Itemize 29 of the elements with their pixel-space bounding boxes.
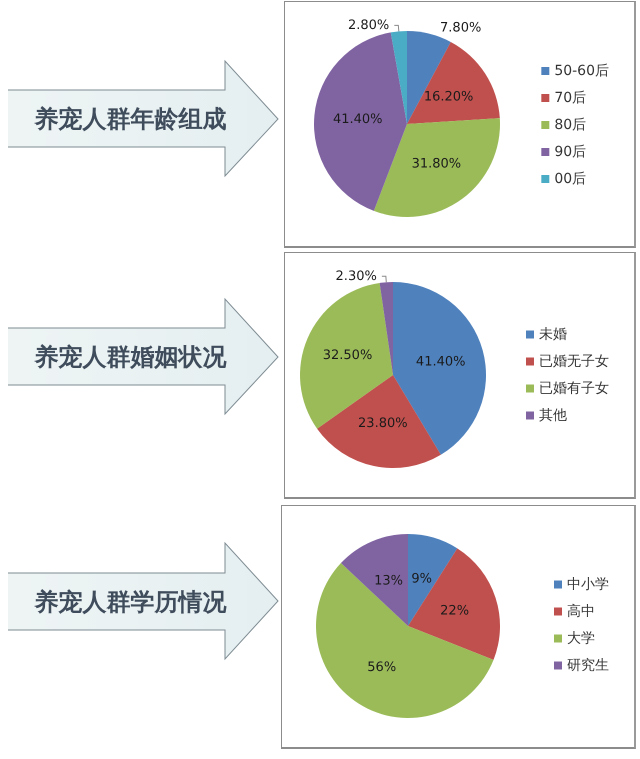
legend-label: 中小学 [567, 576, 609, 592]
data-label: 23.80% [358, 416, 408, 431]
data-label: 41.40% [332, 112, 383, 127]
legend-label: 已婚无子女 [539, 354, 609, 370]
data-label: 9% [411, 571, 432, 586]
data-label: 41.40% [416, 354, 466, 370]
text: 养宠人群婚姻状况 [33, 342, 228, 372]
legend-label: 已婚有子女 [539, 380, 609, 396]
legend-label: 00后 [554, 171, 586, 187]
legend-label: 70后 [554, 90, 586, 106]
legend-label: 高中 [567, 604, 595, 620]
legend-label: 其他 [539, 408, 567, 424]
data-label: 31.80% [412, 156, 462, 172]
data-label: 32.50% [322, 348, 372, 363]
legend-label: 研究生 [567, 658, 609, 674]
data-label: 56% [367, 660, 396, 675]
legend-label: 大学 [567, 630, 595, 646]
data-label: 13% [374, 574, 403, 589]
data-label: 22% [440, 603, 470, 618]
legend-label: 50-60后 [554, 63, 610, 79]
text: 养宠人群学历情况 [33, 586, 228, 616]
data-label: 16.20% [424, 90, 474, 105]
legend-label: 80后 [554, 117, 586, 133]
data-label: 2.30% [336, 268, 377, 284]
legend-label: 未婚 [539, 326, 567, 342]
legend-label: 90后 [554, 144, 586, 160]
data-label: 7.80% [440, 20, 482, 36]
text: 养宠人群年龄组成 [33, 104, 228, 134]
data-label: 2.80% [348, 18, 390, 33]
